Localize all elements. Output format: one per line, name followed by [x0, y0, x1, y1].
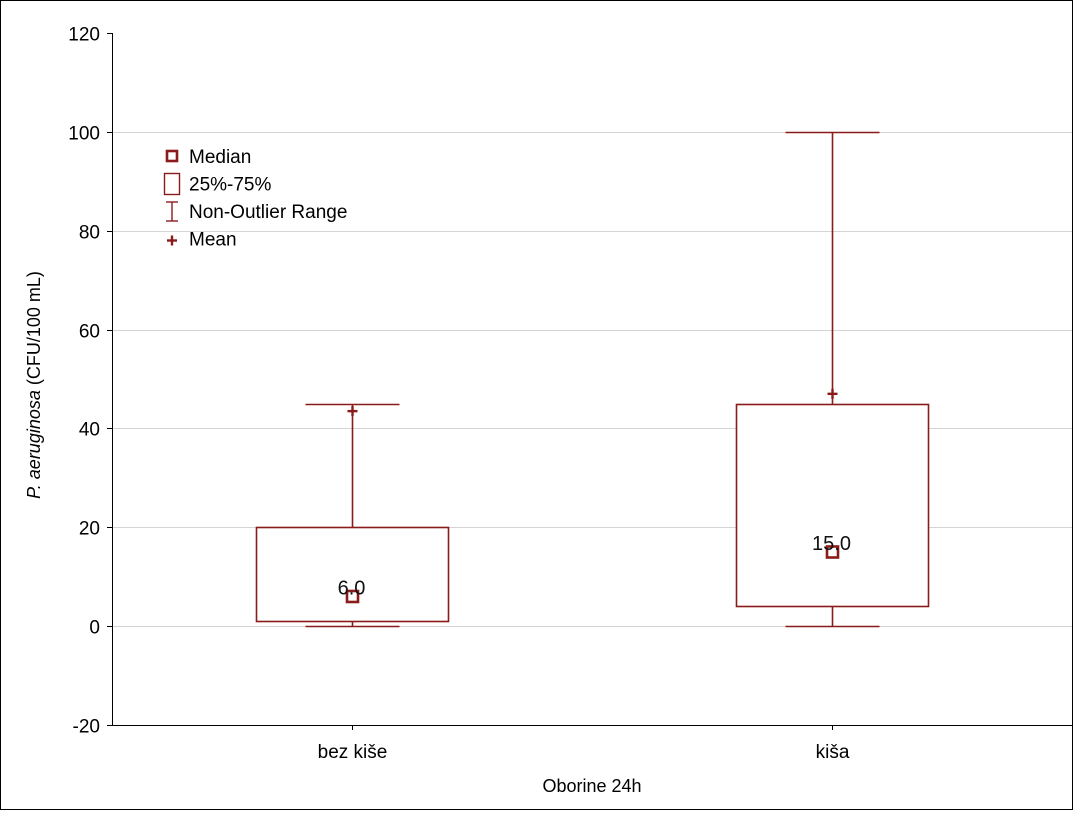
- legend-label: Mean: [189, 230, 237, 251]
- legend-item: Mean: [167, 230, 237, 251]
- axes: -20 0 20 40 60 80 100 120 bez kiše kiša: [68, 25, 1072, 763]
- y-axis-label: P. aeruginosa (CFU/100 mL): [24, 271, 44, 499]
- x-axis-label: Oborine 24h: [542, 776, 641, 796]
- iqr-box: [255, 526, 450, 623]
- y-tick-label: 120: [68, 25, 100, 46]
- legend-label: Non-Outlier Range: [189, 202, 347, 223]
- y-axis-label-italic: P. aeruginosa: [24, 390, 44, 499]
- median-label: 15.0: [812, 533, 851, 555]
- x-tick-label: kiša: [816, 742, 850, 763]
- x-tick-label: bez kiše: [318, 742, 388, 763]
- median-marker: [825, 545, 840, 559]
- legend-item: 25%-75%: [163, 172, 271, 196]
- boxes: 6.0 15.0: [255, 131, 930, 628]
- legend-label: Median: [189, 147, 251, 168]
- y-tick-label: 0: [89, 618, 100, 639]
- legend-box-icon: [163, 172, 181, 196]
- legend: Median 25%-75% Non-Outlier Range Mean: [163, 147, 347, 251]
- y-tick-label: 80: [79, 223, 100, 244]
- iqr-box: [735, 403, 930, 608]
- y-tick-label: -20: [73, 717, 100, 738]
- y-axis-label-rest: (CFU/100 mL): [24, 271, 44, 390]
- y-tick-label: 40: [79, 420, 100, 441]
- median-marker: [345, 589, 360, 604]
- legend-item: Median: [165, 147, 251, 168]
- legend-label: 25%-75%: [189, 175, 271, 196]
- legend-item: Non-Outlier Range: [166, 201, 347, 223]
- y-tick-label: 60: [79, 322, 100, 343]
- y-tick-label: 100: [68, 124, 100, 145]
- legend-median-icon: [165, 149, 179, 163]
- median-label: 6.0: [338, 577, 366, 599]
- y-tick-label: 20: [79, 519, 100, 540]
